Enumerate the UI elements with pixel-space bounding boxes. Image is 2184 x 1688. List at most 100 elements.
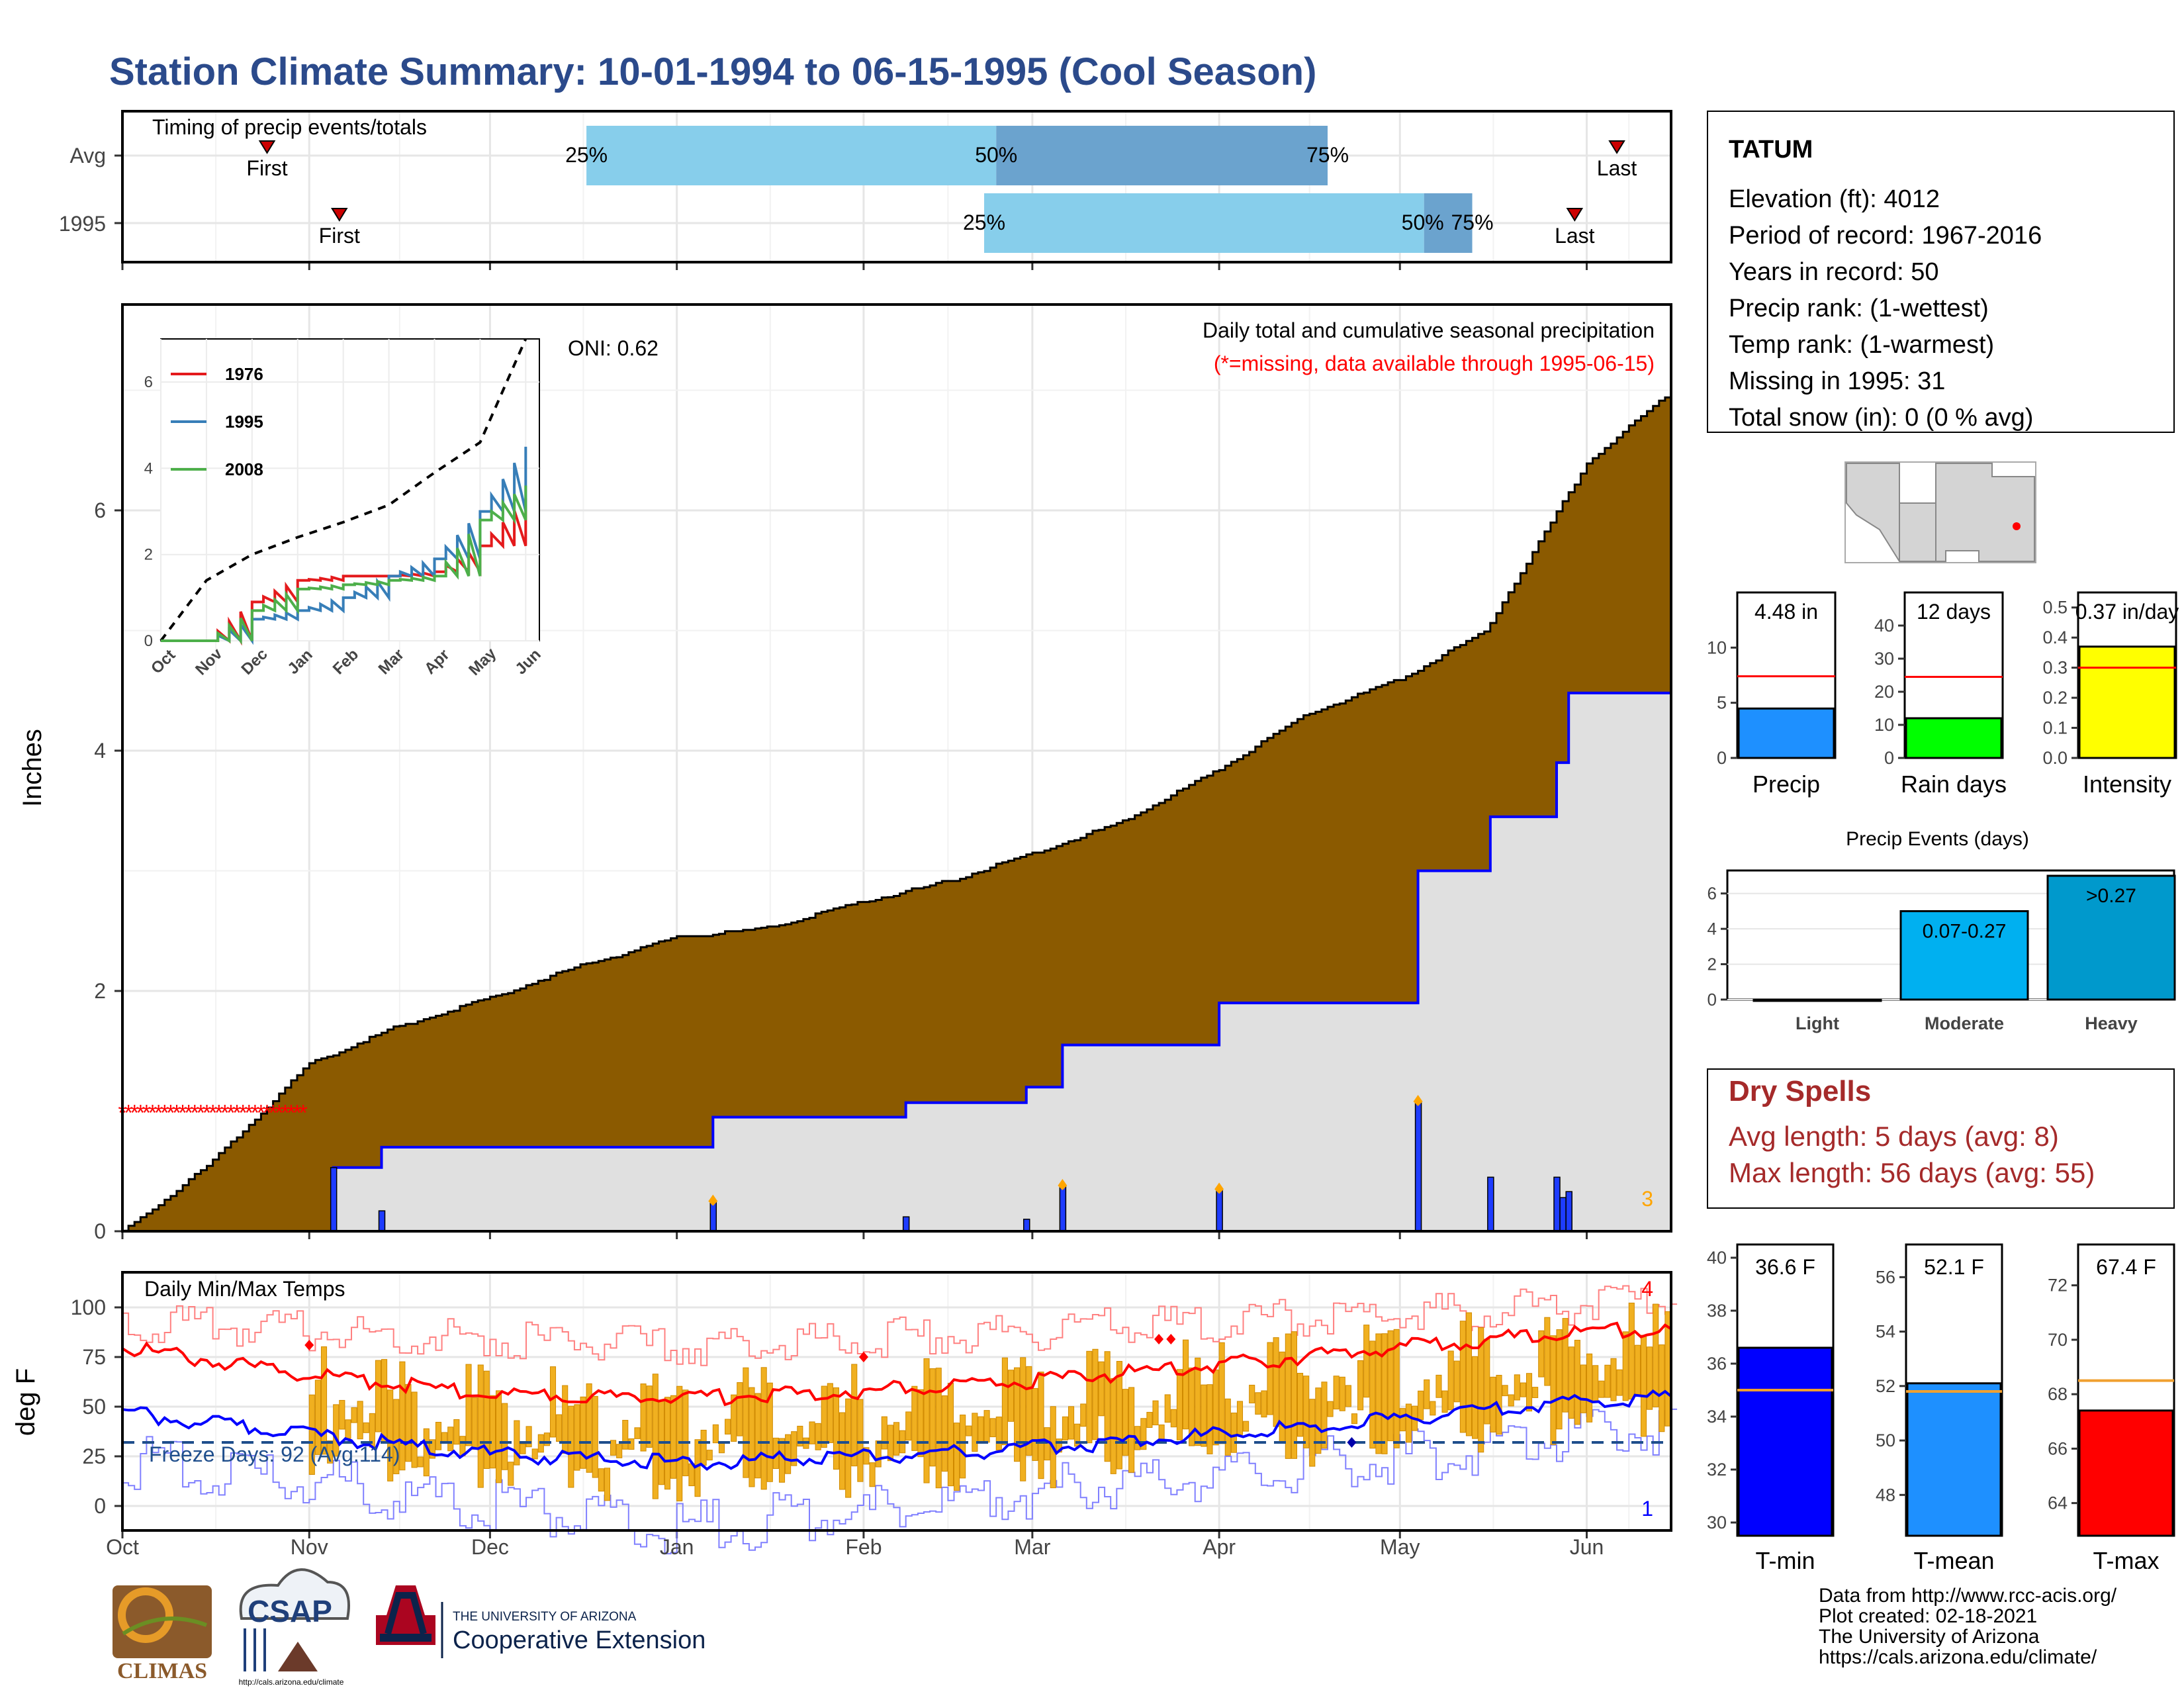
daily-temp-bar — [1472, 1356, 1479, 1439]
daily-temp-bar — [754, 1393, 761, 1479]
missing-data-marker: * — [208, 1101, 217, 1126]
daily-temp-bar — [863, 1447, 870, 1465]
daily-temp-bar — [652, 1374, 659, 1499]
dry-spells-box: Dry Spells Avg length: 5 days (avg: 8) M… — [1707, 1068, 2175, 1209]
temp-panel: 0 25 50 75 100 Daily Min/Max Temps deg F Fre… — [11, 1271, 1678, 1559]
missing-data-marker: * — [166, 1101, 175, 1126]
daily-temp-bar — [1176, 1369, 1183, 1440]
temp-bar-value — [2078, 1409, 2174, 1537]
mini-bar-tick-label: 0.1 — [2042, 718, 2068, 738]
daily-temp-bar — [1195, 1357, 1201, 1446]
daily-temp-bar — [821, 1385, 827, 1448]
daily-temp-bar — [327, 1440, 334, 1464]
daily-temp-bar — [1363, 1325, 1370, 1398]
events-tick-label: 2 — [1707, 955, 1717, 974]
precip-corner-count: 3 — [1641, 1187, 1653, 1211]
logos: CLIMAS CSAP http://cals.arizona.edu/clim… — [113, 1568, 705, 1687]
timing-percent-label: 25% — [963, 211, 1005, 234]
daily-temp-bar — [525, 1426, 532, 1448]
mini-bar-tick-label: 0.5 — [2042, 598, 2068, 618]
daily-temp-bar — [911, 1385, 918, 1451]
station-line: Precip rank: (1-wettest) — [1729, 295, 1989, 322]
dry-spells-avg: Avg length: 5 days (avg: 8) — [1729, 1121, 2059, 1152]
daily-temp-bar — [1647, 1346, 1653, 1410]
daily-temp-bar — [935, 1368, 942, 1489]
daily-temp-bar — [1007, 1370, 1015, 1422]
events-category-label: Light — [1796, 1013, 1839, 1033]
temp-bar-tick-label: 40 — [1707, 1248, 1727, 1268]
daily-temp-bar — [465, 1364, 472, 1446]
timing-percent-label: 50% — [975, 143, 1017, 167]
daily-temp-bar — [845, 1398, 852, 1498]
missing-data-marker: * — [178, 1101, 187, 1126]
chart-title: Station Climate Summary: 10-01-1994 to 0… — [109, 50, 1316, 93]
daily-temp-bar — [1610, 1358, 1617, 1401]
daily-temp-bar — [1520, 1382, 1526, 1397]
temp-bar-tick-label: 36 — [1707, 1354, 1727, 1374]
daily-precip-bar — [378, 1210, 386, 1232]
daily-temp-bar — [1014, 1367, 1021, 1462]
mini-bar-tick-label: 5 — [1717, 693, 1727, 713]
daily-precip-bar — [1216, 1188, 1223, 1232]
daily-temp-bar — [339, 1399, 345, 1430]
daily-temp-bar — [1201, 1384, 1207, 1447]
daily-temp-bar — [1285, 1333, 1291, 1459]
daily-temp-bar — [1574, 1340, 1580, 1425]
daily-temp-bar — [809, 1421, 815, 1444]
daily-temp-bar — [881, 1416, 887, 1450]
daily-temp-bar — [1622, 1331, 1629, 1401]
timing-percent-label: 25% — [565, 143, 608, 167]
inset-xtick-label: Dec — [238, 645, 271, 679]
station-info-box: TATUM Elevation (ft): 4012 Period of rec… — [1707, 111, 2175, 433]
mini-bar-label: Intensity — [2083, 771, 2171, 798]
daily-temp-bar — [1616, 1369, 1623, 1396]
daily-temp-bar — [568, 1405, 574, 1488]
daily-temp-bar — [941, 1395, 948, 1472]
daily-temp-bar — [580, 1396, 586, 1469]
daily-temp-bar — [1544, 1317, 1551, 1386]
daily-temp-bar — [387, 1389, 394, 1481]
timing-percent-label: 50% — [1402, 211, 1444, 234]
daily-temp-bar — [1116, 1360, 1122, 1470]
daily-temp-bar — [1653, 1303, 1659, 1407]
inset-ytick-label: 4 — [144, 459, 153, 477]
daily-temp-bar — [1424, 1379, 1430, 1409]
daily-temp-bar — [646, 1385, 653, 1448]
daily-temp-bar — [496, 1390, 502, 1483]
daily-temp-bar — [1080, 1403, 1087, 1427]
cumulative-1995-line — [122, 691, 1671, 1233]
timing-last-label: Last — [1597, 156, 1637, 180]
station-marker — [2013, 522, 2021, 530]
daily-temp-bar — [1152, 1400, 1159, 1426]
temp-bar-tick-label: 34 — [1707, 1407, 1727, 1427]
missing-data-marker: * — [197, 1101, 205, 1126]
mini-bar-tick-label: 0.3 — [2042, 658, 2068, 678]
footer-line: Plot created: 02-18-2021 — [1819, 1605, 2037, 1627]
daily-precip-bar — [1414, 1101, 1422, 1232]
daily-temp-bar — [1140, 1418, 1147, 1450]
record-day-marker — [304, 1340, 314, 1350]
month-axis-label: Oct — [106, 1535, 139, 1559]
daily-temp-bar — [477, 1364, 484, 1488]
daily-temp-bar — [441, 1432, 448, 1443]
station-line: Years in record: 50 — [1729, 258, 1939, 286]
daily-temp-bar — [429, 1439, 435, 1459]
timing-last-marker — [1566, 208, 1584, 222]
daily-temp-bar — [972, 1413, 978, 1452]
daily-temp-bar — [363, 1422, 369, 1433]
timing-bar-25-50 — [586, 126, 997, 185]
daily-temp-bar — [1369, 1340, 1376, 1449]
daily-precip-bar — [330, 1167, 338, 1232]
missing-data-marker: * — [154, 1101, 163, 1126]
precip-events-chart: Precip Events (days) 0 2 4 6 Light 0.07-0.27 Mo… — [1707, 828, 2176, 1033]
record-day-marker — [1166, 1334, 1176, 1344]
footer-line: The University of Arizona — [1819, 1626, 2040, 1648]
daily-temp-bar — [549, 1366, 557, 1438]
daily-temp-bar — [760, 1367, 767, 1490]
missing-data-marker: * — [142, 1101, 151, 1126]
daily-temp-bar — [1170, 1409, 1177, 1428]
temp-ylabel: deg F — [11, 1368, 40, 1436]
temp-ytick-label: 0 — [94, 1494, 106, 1518]
daily-temp-bar — [1459, 1321, 1466, 1433]
region-map-shape — [1846, 463, 2035, 562]
